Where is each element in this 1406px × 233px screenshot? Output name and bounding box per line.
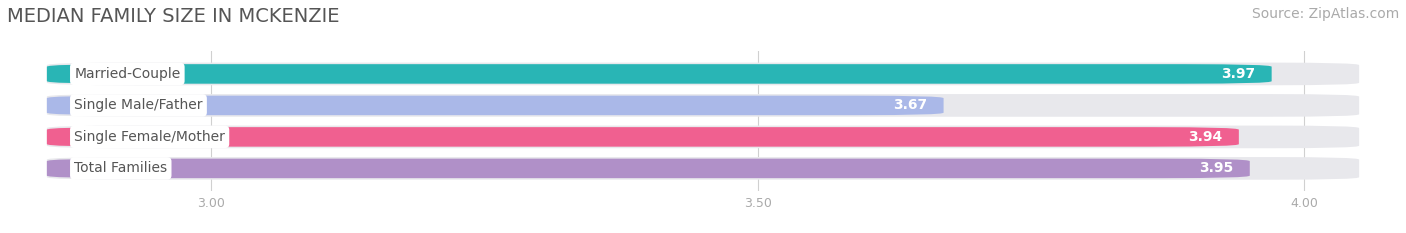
Text: 3.97: 3.97 bbox=[1222, 67, 1256, 81]
Text: Single Male/Father: Single Male/Father bbox=[75, 98, 202, 112]
FancyBboxPatch shape bbox=[46, 63, 1360, 85]
FancyBboxPatch shape bbox=[46, 159, 1250, 178]
Text: Total Families: Total Families bbox=[75, 161, 167, 175]
Text: Single Female/Mother: Single Female/Mother bbox=[75, 130, 225, 144]
Text: 3.67: 3.67 bbox=[893, 98, 927, 112]
FancyBboxPatch shape bbox=[46, 64, 1271, 84]
FancyBboxPatch shape bbox=[46, 127, 1239, 147]
Text: Source: ZipAtlas.com: Source: ZipAtlas.com bbox=[1251, 7, 1399, 21]
FancyBboxPatch shape bbox=[46, 157, 1360, 180]
Text: 3.94: 3.94 bbox=[1188, 130, 1222, 144]
FancyBboxPatch shape bbox=[46, 126, 1360, 148]
Text: MEDIAN FAMILY SIZE IN MCKENZIE: MEDIAN FAMILY SIZE IN MCKENZIE bbox=[7, 7, 339, 26]
Text: Married-Couple: Married-Couple bbox=[75, 67, 180, 81]
FancyBboxPatch shape bbox=[46, 96, 943, 115]
FancyBboxPatch shape bbox=[46, 94, 1360, 117]
Text: 3.95: 3.95 bbox=[1199, 161, 1233, 175]
